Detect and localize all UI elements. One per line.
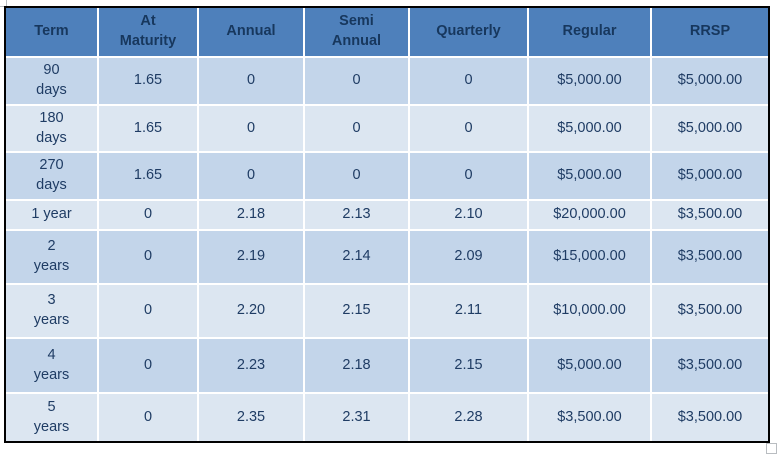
table-row-1-year: 1 year 0 2.18 2.13 2.10 $20,000.00 $3,50… bbox=[6, 201, 768, 231]
table-cell: 0 bbox=[99, 339, 199, 394]
table-row-2-years: 2 years 0 2.19 2.14 2.09 $15,000.00 $3,5… bbox=[6, 231, 768, 285]
term-cell: 5 years bbox=[6, 394, 99, 441]
table-cell: $5,000.00 bbox=[652, 106, 768, 153]
table-cell: 0 bbox=[199, 58, 305, 106]
table-cell: $5,000.00 bbox=[652, 58, 768, 106]
table-row-180-days: 180 days 1.65 0 0 0 $5,000.00 $5,000.00 bbox=[6, 106, 768, 153]
table-cell: 2.09 bbox=[410, 231, 529, 285]
header-row: Term At Maturity Annual Semi Annual Quar… bbox=[6, 8, 768, 58]
term-cell: 2 years bbox=[6, 231, 99, 285]
column-header-quarterly: Quarterly bbox=[410, 8, 529, 58]
table-cell: 0 bbox=[410, 153, 529, 201]
table-cell: 2.18 bbox=[305, 339, 410, 394]
table-cell: 0 bbox=[410, 58, 529, 106]
column-header-regular: Regular bbox=[529, 8, 652, 58]
table-row-90-days: 90 days 1.65 0 0 0 $5,000.00 $5,000.00 bbox=[6, 58, 768, 106]
table-cell: 1.65 bbox=[99, 153, 199, 201]
table-cell: 2.31 bbox=[305, 394, 410, 441]
table-row-3-years: 3 years 0 2.20 2.15 2.11 $10,000.00 $3,5… bbox=[6, 285, 768, 339]
table-cell: 0 bbox=[410, 106, 529, 153]
table-cell: 0 bbox=[99, 394, 199, 441]
table-cell: 2.35 bbox=[199, 394, 305, 441]
table-cell: 2.18 bbox=[199, 201, 305, 231]
table-cell: 2.13 bbox=[305, 201, 410, 231]
column-header-annual: Annual bbox=[199, 8, 305, 58]
table-cell: $3,500.00 bbox=[529, 394, 652, 441]
table-cell: $3,500.00 bbox=[652, 285, 768, 339]
term-cell: 4 years bbox=[6, 339, 99, 394]
table-cell: 2.28 bbox=[410, 394, 529, 441]
table-cell: 2.15 bbox=[410, 339, 529, 394]
table-cell: 0 bbox=[305, 106, 410, 153]
term-cell: 90 days bbox=[6, 58, 99, 106]
column-header-semi-annual: Semi Annual bbox=[305, 8, 410, 58]
table-cell: 0 bbox=[99, 231, 199, 285]
table-cell: 2.20 bbox=[199, 285, 305, 339]
term-cell: 180 days bbox=[6, 106, 99, 153]
table-cell: 2.10 bbox=[410, 201, 529, 231]
table-cell: 2.23 bbox=[199, 339, 305, 394]
resize-handle-bottom-right[interactable] bbox=[766, 443, 777, 454]
table-cell: $10,000.00 bbox=[529, 285, 652, 339]
rates-table-object[interactable]: Term At Maturity Annual Semi Annual Quar… bbox=[4, 6, 770, 443]
table-cell: $5,000.00 bbox=[529, 106, 652, 153]
table-cell: 1.65 bbox=[99, 106, 199, 153]
table-cell: 0 bbox=[199, 153, 305, 201]
table-cell: $5,000.00 bbox=[652, 153, 768, 201]
column-header-at-maturity: At Maturity bbox=[99, 8, 199, 58]
table-cell: 2.14 bbox=[305, 231, 410, 285]
table-cell: $3,500.00 bbox=[652, 394, 768, 441]
table-cell: 2.15 bbox=[305, 285, 410, 339]
column-header-rrsp: RRSP bbox=[652, 8, 768, 58]
table-row-5-years: 5 years 0 2.35 2.31 2.28 $3,500.00 $3,50… bbox=[6, 394, 768, 441]
table-cell: 2.11 bbox=[410, 285, 529, 339]
table-cell: 0 bbox=[199, 106, 305, 153]
column-header-term: Term bbox=[6, 8, 99, 58]
table-cell: $15,000.00 bbox=[529, 231, 652, 285]
table-cell: 1.65 bbox=[99, 58, 199, 106]
table-cell: $3,500.00 bbox=[652, 201, 768, 231]
term-cell: 3 years bbox=[6, 285, 99, 339]
table-cell: $3,500.00 bbox=[652, 231, 768, 285]
table-cell: 2.19 bbox=[199, 231, 305, 285]
term-cell: 270 days bbox=[6, 153, 99, 201]
term-cell: 1 year bbox=[6, 201, 99, 231]
resize-handle-top-left[interactable] bbox=[0, 0, 7, 7]
table-cell: $5,000.00 bbox=[529, 153, 652, 201]
table-cell: 0 bbox=[99, 285, 199, 339]
table-cell: 0 bbox=[99, 201, 199, 231]
table-cell: $5,000.00 bbox=[529, 58, 652, 106]
table-row-4-years: 4 years 0 2.23 2.18 2.15 $5,000.00 $3,50… bbox=[6, 339, 768, 394]
table-cell: 0 bbox=[305, 153, 410, 201]
table-cell: $20,000.00 bbox=[529, 201, 652, 231]
table-cell: $3,500.00 bbox=[652, 339, 768, 394]
table-cell: 0 bbox=[305, 58, 410, 106]
gic-rates-table: Term At Maturity Annual Semi Annual Quar… bbox=[6, 8, 768, 441]
table-cell: $5,000.00 bbox=[529, 339, 652, 394]
table-row-270-days: 270 days 1.65 0 0 0 $5,000.00 $5,000.00 bbox=[6, 153, 768, 201]
